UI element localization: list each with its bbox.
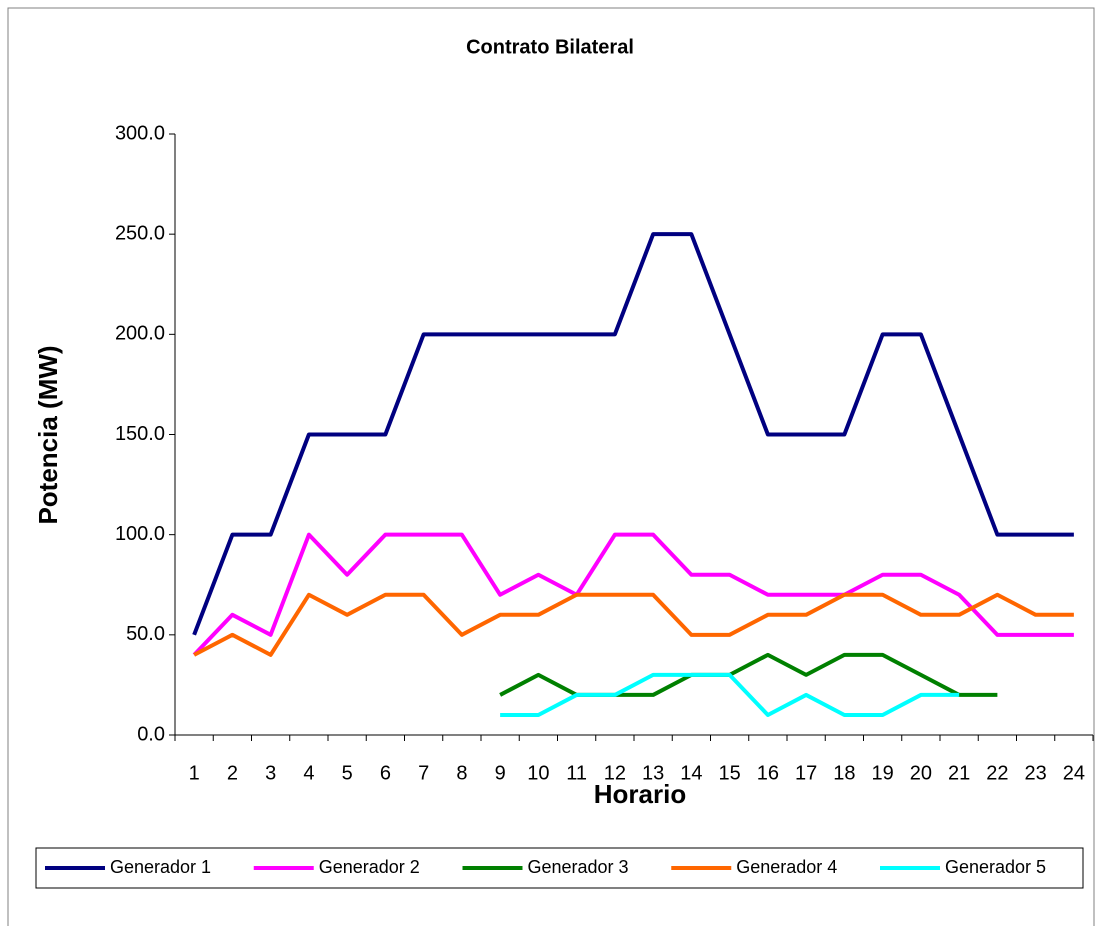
y-tick-label: 100.0 bbox=[115, 523, 165, 545]
x-tick-label: 5 bbox=[342, 762, 353, 784]
series-line bbox=[192, 232, 1074, 636]
x-tick-label: 3 bbox=[265, 762, 276, 784]
series-line bbox=[500, 672, 960, 717]
x-tick-label: 22 bbox=[986, 762, 1008, 784]
y-axis-title: Potencia (MW) bbox=[33, 345, 63, 524]
x-tick-label: 17 bbox=[795, 762, 817, 784]
x-tick-label: 1 bbox=[189, 762, 200, 784]
legend-label: Generador 5 bbox=[945, 857, 1046, 877]
x-tick-label: 2 bbox=[227, 762, 238, 784]
x-tick-label: 18 bbox=[833, 762, 855, 784]
x-tick-label: 10 bbox=[527, 762, 549, 784]
y-tick-label: 150.0 bbox=[115, 423, 165, 445]
y-tick-label: 200.0 bbox=[115, 323, 165, 345]
x-tick-label: 15 bbox=[719, 762, 741, 784]
x-tick-label: 11 bbox=[566, 762, 587, 784]
x-tick-label: 14 bbox=[680, 762, 702, 784]
y-tick-label: 250.0 bbox=[115, 222, 165, 244]
y-tick-label: 0.0 bbox=[137, 723, 165, 745]
x-tick-label: 6 bbox=[380, 762, 391, 784]
x-tick-label: 23 bbox=[1025, 762, 1047, 784]
legend-label: Generador 3 bbox=[528, 857, 629, 877]
x-tick-label: 12 bbox=[604, 762, 626, 784]
x-tick-label: 21 bbox=[948, 762, 970, 784]
chart-title: Contrato Bilateral bbox=[466, 36, 634, 58]
x-axis-title: Horario bbox=[594, 779, 686, 809]
x-tick-label: 8 bbox=[456, 762, 467, 784]
legend-label: Generador 1 bbox=[110, 857, 211, 877]
x-tick-label: 7 bbox=[418, 762, 429, 784]
y-tick-label: 300.0 bbox=[115, 122, 165, 144]
x-tick-label: 20 bbox=[910, 762, 932, 784]
series-line bbox=[193, 592, 1074, 657]
x-tick-label: 9 bbox=[495, 762, 506, 784]
x-tick-label: 19 bbox=[872, 762, 894, 784]
legend-label: Generador 4 bbox=[736, 857, 837, 877]
x-tick-label: 24 bbox=[1063, 762, 1085, 784]
legend-label: Generador 2 bbox=[319, 857, 420, 877]
series-line bbox=[192, 532, 1074, 657]
chart-frame bbox=[7, 7, 1095, 926]
y-tick-label: 50.0 bbox=[126, 623, 165, 645]
x-tick-label: 13 bbox=[642, 762, 664, 784]
x-tick-label: 4 bbox=[303, 762, 314, 784]
x-tick-label: 16 bbox=[757, 762, 779, 784]
